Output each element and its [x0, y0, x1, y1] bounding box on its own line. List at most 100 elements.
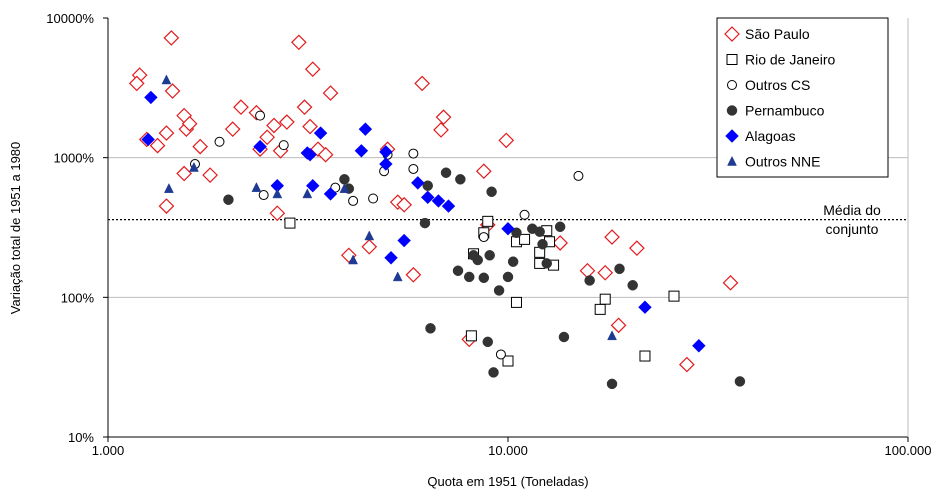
point-outros-nne [302, 188, 313, 199]
point-alagoas [323, 187, 338, 201]
point-sao-paulo [435, 109, 452, 126]
point-rio-de-janeiro [639, 350, 651, 362]
point-alagoas [431, 194, 446, 208]
point-sao-paulo [269, 205, 286, 222]
point-pernambuco [606, 378, 618, 390]
point-pernambuco [223, 194, 234, 205]
point-rio-de-janeiro [668, 290, 680, 302]
point-alagoas [692, 339, 706, 353]
point-outros-cs [258, 190, 269, 201]
legend-marker [724, 26, 740, 42]
y-tick-label: 1000% [54, 151, 95, 166]
point-pernambuco [478, 272, 490, 284]
point-alagoas [253, 139, 267, 154]
point-sao-paulo [266, 117, 282, 134]
point-sao-paulo [128, 75, 145, 92]
legend-items: São Paulo Rio de Janeiro Outros CS Pernambu… [724, 26, 835, 170]
reference-line-label-line2: conjunto [826, 221, 879, 237]
point-alagoas [397, 233, 411, 248]
point-sao-paulo [579, 262, 596, 279]
point-sao-paulo [259, 129, 276, 146]
point-pernambuco [614, 263, 625, 275]
point-sao-paulo [296, 99, 313, 115]
point-pernambuco [507, 256, 519, 267]
point-outros-nne [272, 188, 283, 199]
point-alagoas [411, 176, 425, 190]
legend-label: Alagoas [745, 128, 796, 144]
point-sao-paulo [176, 165, 192, 182]
point-sao-paulo [340, 247, 357, 264]
point-sao-paulo [192, 138, 209, 155]
legend-marker [725, 129, 739, 143]
point-pernambuco [627, 280, 638, 291]
point-sao-paulo [629, 240, 645, 256]
point-pernambuco [558, 331, 570, 343]
point-pernambuco [734, 376, 746, 387]
point-alagoas [379, 157, 393, 171]
point-sao-paulo [163, 30, 180, 46]
reference-line-label: Média do conjunto [823, 202, 881, 237]
point-outros-cs [368, 193, 379, 204]
point-rio-de-janeiro [599, 293, 611, 305]
point-alagoas [638, 300, 652, 314]
point-outros-cs [278, 140, 289, 151]
point-outros-cs [214, 136, 225, 147]
point-alagoas [306, 178, 320, 193]
point-pernambuco [463, 271, 475, 283]
point-outros-cs [408, 163, 419, 174]
point-sao-paulo [604, 229, 620, 245]
point-alagoas [303, 148, 317, 162]
point-outros-nne [607, 330, 617, 341]
point-outros-nne [164, 183, 174, 193]
point-pernambuco [452, 265, 464, 277]
point-sao-paulo [279, 114, 295, 130]
point-sao-paulo [722, 274, 739, 291]
point-sao-paulo [202, 167, 218, 183]
point-outros-nne [392, 271, 403, 282]
point-alagoas [441, 199, 456, 213]
point-alagoas [501, 221, 515, 236]
x-axis-title: Quota em 1951 (Toneladas) [427, 474, 588, 489]
point-sao-paulo [396, 196, 412, 213]
point-outros-nne [161, 74, 172, 85]
point-sao-paulo [304, 61, 321, 78]
point-pernambuco [502, 271, 514, 283]
point-sao-paulo [414, 75, 430, 92]
point-sao-paulo [158, 198, 175, 214]
point-pernambuco [472, 254, 483, 266]
axes [103, 17, 909, 442]
point-pernambuco [455, 174, 466, 185]
point-rio-de-janeiro [465, 330, 477, 342]
reference-line-label-line1: Média do [823, 202, 881, 218]
point-alagoas [421, 190, 435, 205]
legend-marker [726, 54, 738, 65]
point-sao-paulo [181, 115, 198, 132]
point-rio-de-janeiro [594, 303, 606, 315]
legend-marker [727, 80, 737, 90]
point-sao-paulo [224, 121, 241, 138]
legend: São Paulo Rio de Janeiro Outros CS Pernambu… [716, 17, 889, 178]
point-sao-paulo [552, 235, 568, 251]
point-pernambuco [541, 258, 553, 269]
point-alagoas [313, 126, 328, 140]
y-axis-title: Variação total de 1951 a 1980 [8, 142, 23, 315]
point-sao-paulo [433, 122, 449, 138]
point-pernambuco [425, 323, 436, 334]
point-pernambuco [486, 186, 497, 198]
point-alagoas [384, 251, 398, 265]
point-sao-paulo [164, 83, 181, 99]
point-outros-cs [408, 148, 419, 159]
point-sao-paulo [361, 238, 378, 255]
tick-labels: 10% 100% 1000% 10000% 1.000 10.000 100.000 [46, 11, 931, 458]
point-pernambuco [584, 275, 595, 286]
point-rio-de-janeiro [510, 296, 522, 308]
x-tick-label: 10.000 [488, 443, 528, 458]
point-outros-nne [339, 183, 350, 193]
y-tick-label: 10000% [46, 11, 94, 26]
legend-marker [727, 155, 737, 166]
data-points [128, 30, 746, 390]
legend-label: São Paulo [745, 26, 810, 42]
point-pernambuco [511, 227, 522, 239]
point-rio-de-janeiro [502, 355, 514, 367]
